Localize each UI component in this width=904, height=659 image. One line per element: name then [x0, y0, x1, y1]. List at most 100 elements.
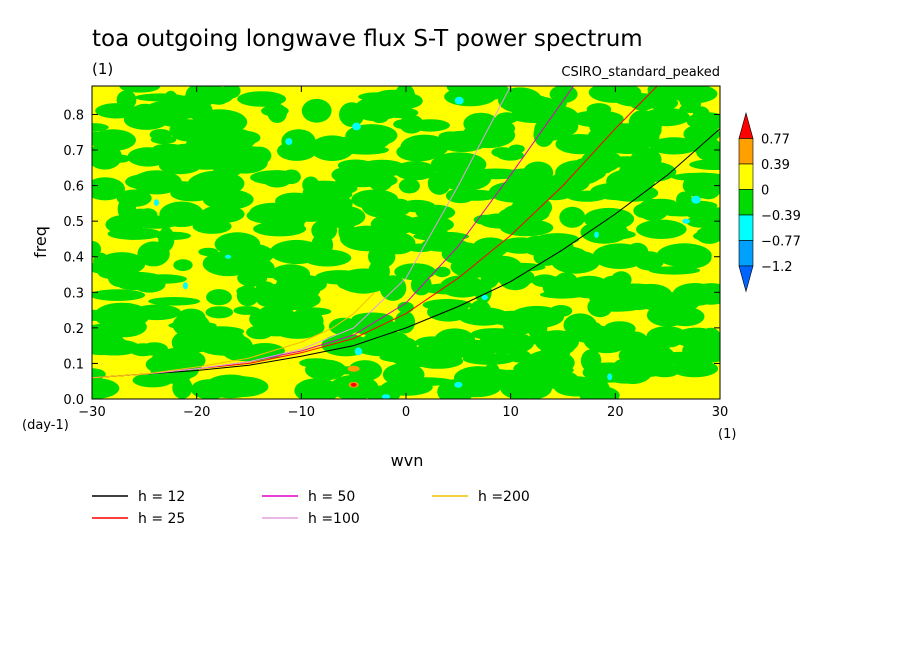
- contour-blob: [603, 321, 636, 337]
- legend-label: h =100: [308, 511, 360, 527]
- contour-blob: [137, 241, 170, 267]
- contour-blob: [586, 103, 612, 116]
- contour-blob: [427, 171, 451, 195]
- contour-blob: [308, 181, 358, 196]
- contour-blob: [92, 123, 109, 132]
- contour-blob: [212, 159, 243, 178]
- contour-blob: [148, 151, 180, 165]
- x-axis: −30 −20 −10 0 10 20 30: [78, 86, 728, 420]
- y-tick-label: 0.8: [63, 108, 84, 123]
- contour-blob: [539, 290, 585, 299]
- contour-blob: [92, 289, 146, 301]
- contour-blob: [424, 232, 445, 252]
- x-tick-label: 10: [502, 405, 519, 420]
- contour-blob: [408, 227, 448, 236]
- contour-blob: [202, 127, 257, 152]
- contour-blob: [436, 130, 489, 152]
- contour-fill: [92, 86, 720, 399]
- contour-blob: [354, 347, 363, 356]
- colorbar-label: 0.39: [761, 158, 790, 173]
- contour-blob: [245, 343, 285, 359]
- contour-blob: [368, 244, 396, 269]
- contour-blob: [250, 170, 301, 185]
- contour-blob: [588, 86, 642, 103]
- contour-blob: [446, 86, 479, 95]
- contour-blob: [117, 279, 151, 291]
- contour-blob: [691, 283, 720, 305]
- contour-blob: [132, 304, 182, 321]
- y-tick-label: 0.2: [63, 322, 84, 337]
- contour-blob: [149, 129, 172, 141]
- contour-blob: [534, 117, 570, 141]
- colorbar-label: 0: [761, 184, 769, 199]
- y-axis: 0.0 0.1 0.2 0.3 0.4 0.5 0.6 0.7 0.8: [63, 108, 720, 408]
- contour-blob: [454, 96, 464, 105]
- colorbar-label: −1.2: [761, 260, 793, 275]
- contour-blob: [497, 87, 543, 113]
- x-axis-label: wvn: [391, 451, 424, 470]
- contour-blob: [267, 103, 287, 124]
- x-tick-label: 20: [607, 405, 624, 420]
- legend-label: h = 12: [138, 489, 185, 505]
- y-tick-label: 0.5: [63, 215, 84, 230]
- contour-blob: [338, 218, 355, 243]
- contour-blob: [249, 309, 278, 329]
- contour-blob: [134, 93, 186, 102]
- contour-blob: [299, 358, 333, 368]
- contour-blob: [237, 91, 286, 107]
- contour-blob: [172, 376, 193, 399]
- contour-blob: [550, 95, 567, 110]
- contour-blob: [117, 196, 137, 222]
- contour-blob: [682, 172, 720, 199]
- contour-blob: [430, 152, 487, 177]
- contour-blob: [686, 215, 718, 228]
- y-tick-label: 0.6: [63, 180, 84, 195]
- contour-blob: [398, 178, 420, 194]
- colorbar-bottom-arrow: [738, 265, 754, 293]
- contour-blob: [173, 259, 193, 271]
- colorbar-top-arrow: [738, 111, 754, 139]
- contour-blob: [222, 86, 241, 99]
- contour-blob: [299, 192, 353, 215]
- contour-blob: [379, 275, 407, 301]
- contour-blob: [169, 119, 210, 142]
- contour-blob: [328, 317, 360, 336]
- contour-blob: [692, 106, 710, 122]
- chart-subtitle: CSIRO_standard_peaked: [561, 65, 720, 80]
- contour-blob: [153, 199, 159, 207]
- curve-h-100: [92, 86, 512, 379]
- contour-blob: [301, 98, 332, 123]
- contour-blob: [356, 268, 374, 288]
- y-tick-label: 0.7: [63, 144, 84, 159]
- contour-blob: [579, 386, 620, 399]
- contour-blob: [505, 174, 550, 195]
- contour-blob: [92, 378, 120, 399]
- contour-blob: [351, 189, 399, 210]
- contour-blob: [246, 207, 297, 225]
- contour-blob: [259, 294, 307, 305]
- x-unit: (1): [718, 427, 736, 442]
- contour-blob: [453, 339, 496, 360]
- contour-blob: [554, 272, 579, 294]
- colorbar-label: 0.77: [761, 133, 790, 148]
- contour-blob: [398, 377, 454, 386]
- contour-blob: [225, 254, 232, 259]
- contour-blob: [315, 270, 365, 285]
- legend-label: h =200: [478, 489, 530, 505]
- contour-blob: [276, 275, 323, 285]
- contour-blob: [679, 200, 718, 211]
- contour-blob: [389, 346, 443, 368]
- contour-blob: [479, 255, 522, 278]
- x-tick-label: −10: [288, 405, 315, 420]
- plot-area: [92, 86, 720, 399]
- units-label: (1): [92, 60, 113, 78]
- contour-blob: [626, 242, 649, 262]
- contour-blob: [92, 177, 125, 201]
- contour-blob: [132, 373, 173, 388]
- contour-blob: [350, 382, 357, 387]
- legend-label: h = 25: [138, 511, 185, 527]
- contour-blob: [671, 360, 719, 378]
- contour-blob: [200, 205, 245, 224]
- contour-blob: [623, 331, 648, 350]
- contour-blob: [549, 305, 573, 317]
